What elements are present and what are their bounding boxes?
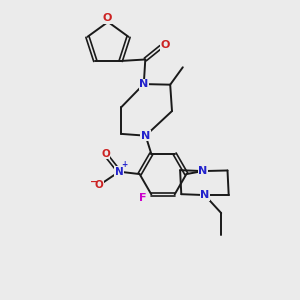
- Text: F: F: [139, 193, 146, 203]
- Text: O: O: [103, 13, 112, 23]
- Text: +: +: [121, 160, 127, 169]
- Text: O: O: [95, 180, 103, 190]
- Text: O: O: [160, 40, 170, 50]
- Text: N: N: [200, 190, 209, 200]
- Text: −: −: [90, 177, 98, 187]
- Text: N: N: [141, 131, 150, 141]
- Text: N: N: [115, 167, 124, 177]
- Text: N: N: [198, 166, 208, 176]
- Text: O: O: [101, 149, 110, 159]
- Text: N: N: [139, 79, 148, 89]
